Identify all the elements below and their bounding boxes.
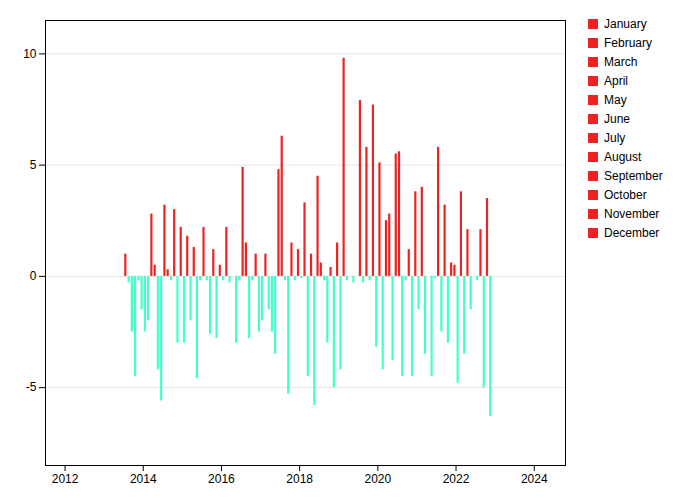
html-text:August: August [604, 150, 642, 164]
html-text:June: June [604, 112, 630, 126]
html-text:February: February [604, 36, 652, 50]
svg-text:5: 5 [30, 158, 37, 172]
svg-text:2018: 2018 [286, 472, 313, 486]
html-text:December: December [604, 226, 660, 240]
svg-text:2014: 2014 [130, 472, 157, 486]
html-text:April: April [604, 74, 628, 88]
html-text:November: November [604, 207, 660, 221]
html-text:September: September [604, 169, 663, 183]
svg-text:-5: -5 [26, 380, 37, 394]
svg-text:2016: 2016 [208, 472, 235, 486]
html-text:May: May [604, 93, 627, 107]
html-text:July: July [604, 131, 626, 145]
svg-text:2012: 2012 [52, 472, 79, 486]
svg-text:2020: 2020 [364, 472, 391, 486]
html-text:March: March [604, 55, 638, 69]
html-text:January: January [604, 17, 647, 31]
svg-text:2024: 2024 [521, 472, 548, 486]
html-text:October: October [604, 188, 647, 202]
svg-text:10: 10 [23, 47, 37, 61]
svg-text:2022: 2022 [443, 472, 470, 486]
svg-text:0: 0 [30, 269, 37, 283]
